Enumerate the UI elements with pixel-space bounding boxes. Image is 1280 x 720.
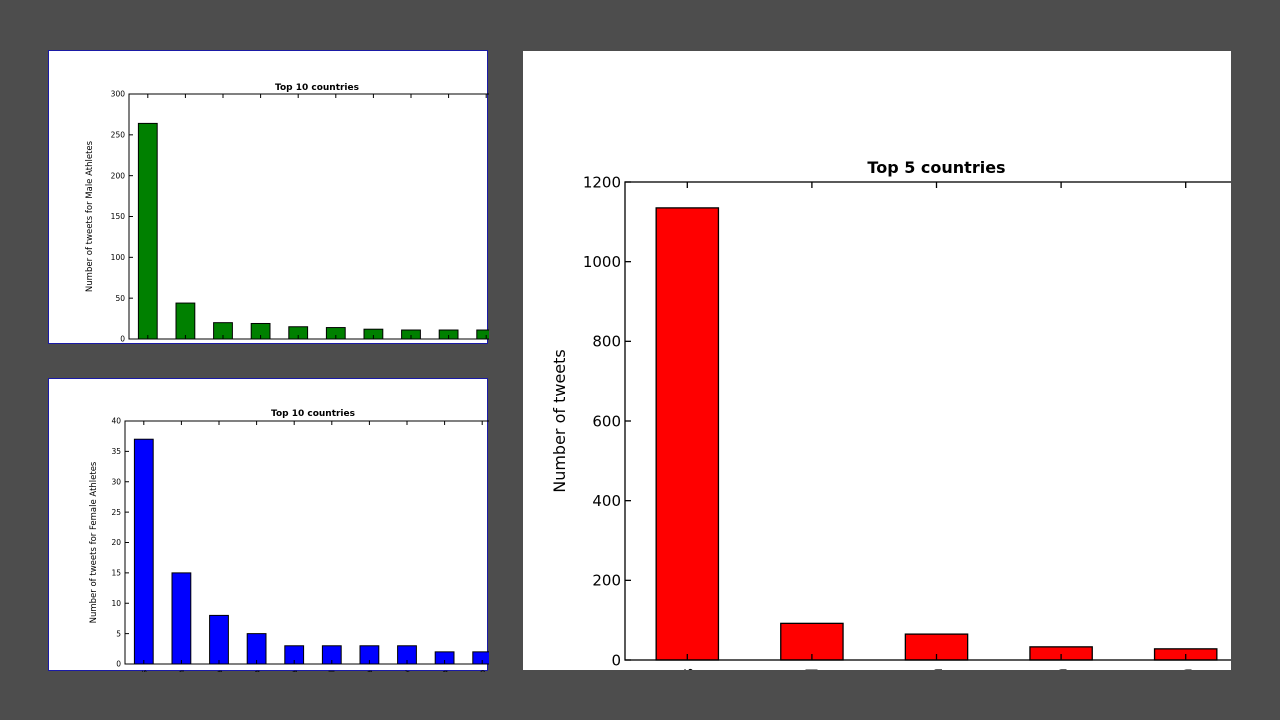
y-tick-label: 250 bbox=[111, 130, 126, 139]
y-tick-label: 150 bbox=[111, 212, 126, 221]
y-tick-label: 1000 bbox=[583, 253, 621, 271]
y-tick-label: 0 bbox=[611, 651, 621, 669]
y-tick-label: 5 bbox=[116, 629, 121, 638]
x-tick-label: ligeria bbox=[1052, 668, 1071, 670]
y-tick-label: 35 bbox=[111, 447, 121, 456]
y-tick-label: 800 bbox=[592, 333, 621, 351]
y-tick-label: 10 bbox=[111, 599, 121, 608]
x-tick-label: States bbox=[678, 668, 697, 670]
x-tick-label: Africa bbox=[1176, 668, 1195, 670]
y-tick-label: 50 bbox=[115, 294, 125, 303]
y-tick-label: 1200 bbox=[583, 173, 621, 191]
bar-States bbox=[655, 207, 720, 661]
plot-frame bbox=[128, 93, 489, 340]
bar-India bbox=[209, 614, 229, 665]
bar-exico bbox=[472, 651, 489, 665]
y-tick-label: 40 bbox=[111, 417, 121, 426]
bar-Brasil bbox=[175, 302, 196, 340]
y-tick-label: 15 bbox=[111, 569, 121, 578]
x-tick-label: anada bbox=[365, 670, 374, 672]
chart-title: Top 10 countries bbox=[271, 409, 355, 419]
bar-ligeria bbox=[246, 633, 267, 665]
x-tick-label: gdom bbox=[177, 670, 186, 672]
bar-States bbox=[133, 438, 154, 665]
y-axis-label: Number of tweets for Male Athletes bbox=[85, 140, 95, 292]
y-tick-label: 25 bbox=[111, 508, 121, 517]
y-tick-label: 200 bbox=[111, 171, 126, 180]
x-tick-label: stralia bbox=[290, 670, 299, 672]
y-axis-label: Number of tweets bbox=[550, 349, 569, 493]
y-tick-label: 100 bbox=[111, 253, 126, 262]
y-tick-label: 300 bbox=[111, 90, 126, 99]
x-tick-label: Brasil bbox=[328, 670, 337, 672]
y-tick-label: 400 bbox=[592, 492, 621, 510]
male-chart-panel: Top 10 countries050100150200250300States… bbox=[48, 50, 489, 345]
x-tick-label: Brasil bbox=[803, 668, 822, 670]
x-tick-label: spaña bbox=[440, 670, 449, 672]
bar-gdom bbox=[476, 329, 489, 340]
x-tick-label: India bbox=[215, 670, 224, 672]
x-tick-label: States bbox=[140, 670, 149, 672]
x-tick-label: ligeria bbox=[252, 670, 261, 672]
y-tick-label: 200 bbox=[592, 572, 621, 590]
chart-title: Top 5 countries bbox=[867, 158, 1005, 177]
top5-countries-bar-chart: Top 5 countries 0 200 400 600 800 1000 1200 Stat… bbox=[550, 158, 1231, 670]
male-athletes-bar-chart: Top 10 countries050100150200250300States… bbox=[85, 83, 489, 345]
female-chart-panel: Top 10 countries 0 5 10 15 20 25 30 35 40 States gd… bbox=[48, 378, 489, 672]
top5-chart-panel: Top 5 countries 0 200 400 600 800 1000 1200 Stat… bbox=[523, 51, 1231, 670]
y-tick-label: 20 bbox=[111, 538, 121, 547]
chart-title: Top 10 countries bbox=[275, 83, 359, 93]
female-athletes-bar-chart: Top 10 countries 0 5 10 15 20 25 30 35 40 States gd… bbox=[89, 409, 489, 672]
y-tick-label: 600 bbox=[592, 412, 621, 430]
y-axis-label: Number of tweets for Female Athletes bbox=[89, 461, 99, 623]
y-tick-label: 0 bbox=[116, 660, 121, 669]
x-tick-label: rmany bbox=[403, 670, 412, 672]
x-tick-label: gdom bbox=[927, 668, 946, 670]
x-tick-label: exico bbox=[478, 670, 487, 672]
y-tick-label: 30 bbox=[111, 477, 121, 486]
y-tick-label: 0 bbox=[120, 335, 125, 344]
bar-States bbox=[137, 122, 158, 340]
bar-gdom bbox=[171, 572, 192, 665]
